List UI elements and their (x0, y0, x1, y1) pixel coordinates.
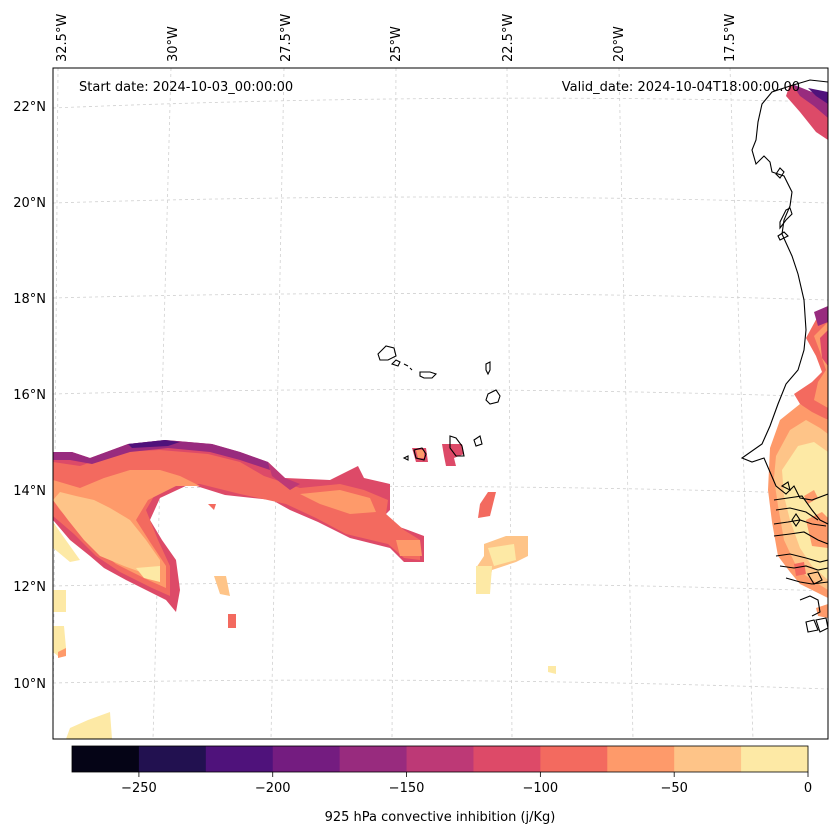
colorbar-swatch (339, 746, 408, 772)
lon-label: 17.5°W (723, 14, 738, 62)
lat-label: 14°N (13, 484, 46, 499)
colorbar-swatch (72, 746, 140, 772)
colorbar-tick-label: −250 (121, 781, 157, 796)
lat-label: 16°N (13, 388, 46, 403)
lon-label: 20°W (612, 26, 627, 62)
lon-label: 32.5°W (55, 14, 70, 62)
cin-region-west-band4 (53, 522, 80, 562)
colorbar-swatch (406, 746, 474, 772)
lat-labels: 22°N 20°N 18°N 16°N 14°N 12°N 10°N (13, 100, 46, 692)
african-coastline (740, 79, 828, 501)
lon-label: 30°W (166, 26, 181, 62)
colorbar-swatch (607, 746, 675, 772)
lon-label: 27.5°W (279, 14, 294, 62)
colorbar-swatch (674, 746, 742, 772)
lon-label: 22.5°W (501, 14, 516, 62)
colorbar-swatch (741, 746, 809, 772)
colorbar-swatch (205, 746, 274, 772)
colorbar-swatches (72, 746, 809, 772)
lat-label: 12°N (13, 580, 46, 595)
colorbar-swatch (272, 746, 341, 772)
colorbar-ticks: −250 −200 −150 −100 −50 0 (121, 772, 812, 796)
cin-shading (53, 84, 828, 739)
colorbar-label: 925 hPa convective inhibition (j/Kg) (325, 810, 556, 825)
coastlines (377, 79, 828, 633)
lon-labels: 32.5°W 30°W 27.5°W 25°W 22.5°W 20°W 17.5… (55, 14, 738, 62)
colorbar-tick-label: −50 (660, 781, 687, 796)
island-santo-antao (377, 345, 397, 361)
colorbar-tick-label: −100 (523, 781, 559, 796)
valid-date-label: Valid_date: 2024-10-04T18:00:00.00 (562, 80, 800, 95)
lat-label: 22°N (13, 100, 46, 115)
colorbar-swatch (540, 746, 608, 772)
colorbar: −250 −200 −150 −100 −50 0 925 hPa convective … (71, 745, 812, 825)
cin-region-west-band3 (53, 492, 160, 580)
map-panel (52, 67, 829, 740)
start-date-label: Start date: 2024-10-03_00:00:00 (79, 80, 293, 95)
colorbar-swatch (473, 746, 541, 772)
colorbar-tick-label: −200 (255, 781, 291, 796)
lat-label: 10°N (13, 677, 46, 692)
colorbar-tick-label: −150 (389, 781, 425, 796)
colorbar-swatch (138, 746, 207, 772)
colorbar-tick-label: 0 (804, 781, 812, 796)
lat-label: 20°N (13, 196, 46, 211)
lon-label: 25°W (389, 26, 404, 62)
lat-label: 18°N (13, 292, 46, 307)
